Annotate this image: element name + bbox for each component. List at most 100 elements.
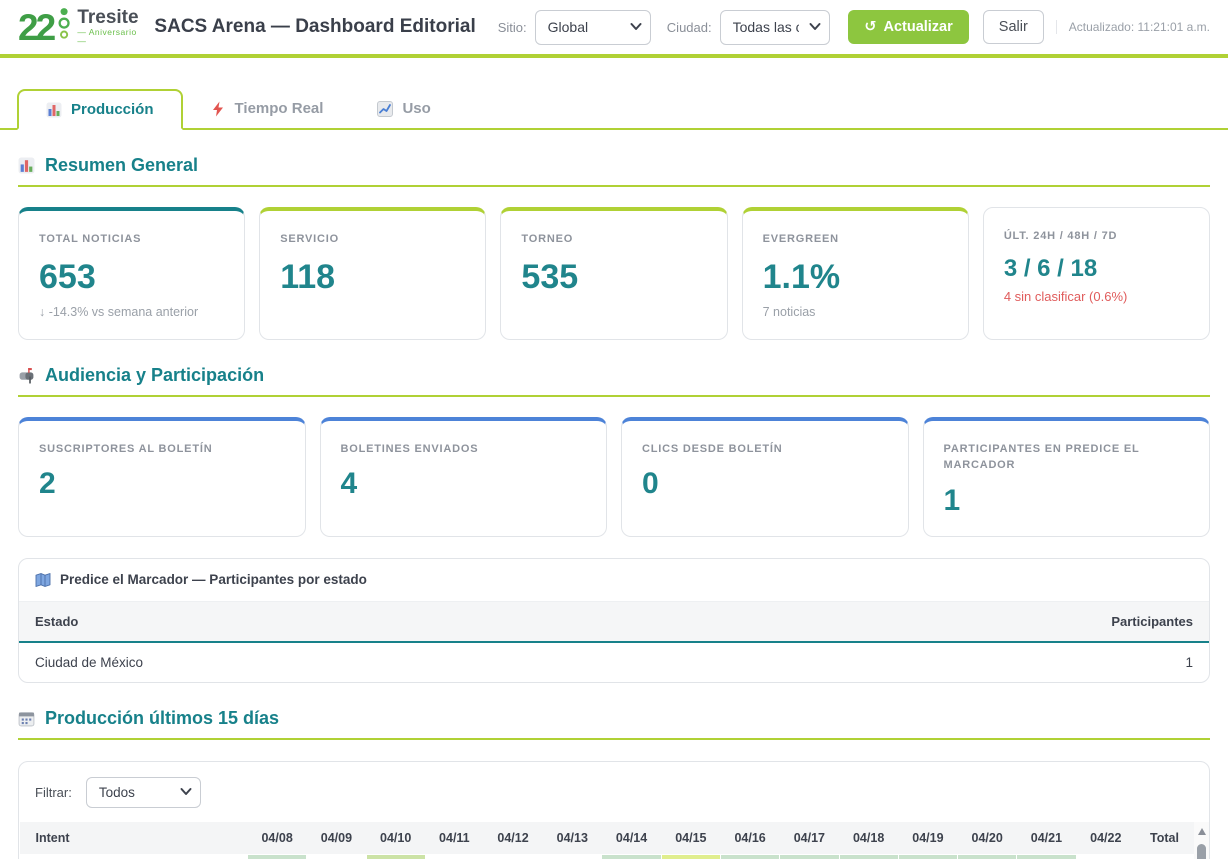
tab-produccion-label: Producción [71,101,154,118]
date-col-header: 04/12 [483,822,542,855]
tab-produccion[interactable]: Producción [17,89,183,130]
bar-chart-icon [18,157,35,174]
line-chart-icon [377,101,393,117]
predictor-table-title-row: Predice el Marcador — Participantes por … [19,559,1209,602]
main-content: Resumen General TOTAL NOTICIAS 653 ↓ -14… [0,155,1228,859]
kpi-label: TORNEO [521,231,706,248]
tab-tiempo-real[interactable]: Tiempo Real [183,89,351,128]
scrollbar-thumb[interactable] [1197,844,1206,859]
site-label: Sitio: [498,20,527,35]
kpi-value: 3 / 6 / 18 [1004,257,1189,281]
row-value-cell: 1 [839,854,898,859]
production-table-head-row: Intent 04/0804/0904/1004/1104/1204/1304/… [20,822,1194,855]
kpi-label: TOTAL NOTICIAS [39,231,224,248]
audience-card-participantes: PARTICIPANTES EN PREDICE EL MARCADOR 1 [923,417,1211,537]
date-col-header: 04/22 [1076,822,1135,855]
total-col-header: Total [1136,822,1194,855]
row-value-cell: 2 [366,854,425,859]
row-value-cell [1076,854,1135,859]
kpi-label: SUSCRIPTORES AL BOLETÍN [39,441,285,458]
city-label: Ciudad: [667,20,712,35]
production-table-card: Filtrar: Todos Intent 04/0804/0904/1004/… [18,761,1210,859]
date-col-header: 04/10 [366,822,425,855]
audience-card-row: SUSCRIPTORES AL BOLETÍN 2 BOLETINES ENVI… [18,417,1210,537]
scroll-up-arrow-icon[interactable] [1198,828,1206,835]
estado-cell: Ciudad de México [19,642,676,682]
table-scrollbar[interactable] [1194,822,1209,859]
city-select[interactable]: Todas las ciudades [720,10,831,45]
section-produccion-heading: Producción últimos 15 días [18,708,1210,740]
kpi-subtext: ↓ -14.3% vs semana anterior [39,305,224,319]
logout-button[interactable]: Salir [983,10,1044,44]
kpi-value: 0 [642,469,888,499]
app-header: 22 Tresite — Aniversario — SACS Arena — … [0,0,1228,58]
date-col-header: 04/11 [425,822,483,855]
date-col-header: 04/15 [661,822,720,855]
last-updated-text: Actualizado: 11:21:01 a.m. [1056,20,1210,34]
row-value-cell: 1 [720,854,779,859]
refresh-button[interactable]: ↺ Actualizar [848,10,968,44]
row-value-cell: 1 [602,854,661,859]
map-icon [35,572,51,588]
date-col-header: 04/18 [839,822,898,855]
kpi-label: CLICS DESDE BOLETÍN [642,441,888,458]
predictor-table-title: Predice el Marcador — Participantes por … [60,572,367,587]
date-col-header: 04/08 [248,822,307,855]
kpi-card-ultimas: ÚLT. 24H / 48H / 7D 3 / 6 / 18 4 sin cla… [983,207,1210,340]
lightning-bolt-icon [210,101,226,117]
intent-cell: TorCultura y afición [20,854,248,859]
intent-filter-select[interactable]: Todos [86,777,201,808]
row-value-cell [307,854,366,859]
table-row: Ciudad de México 1 [19,642,1209,682]
row-value-cell: 1 [780,854,839,859]
kpi-value: 1.1% [763,260,948,294]
predictor-col-estado: Estado [19,602,676,642]
row-value-cell: 1 [1017,854,1076,859]
date-col-header: 04/17 [780,822,839,855]
audience-card-boletines: BOLETINES ENVIADOS 4 [320,417,608,537]
kpi-value: 535 [521,260,706,294]
brand-logo: 22 Tresite — Aniversario — [18,8,140,46]
row-total-cell: 13 [1136,854,1194,859]
kpi-label: PARTICIPANTES EN PREDICE EL MARCADOR [944,441,1190,474]
section-audiencia-heading: Audiencia y Participación [18,365,1210,397]
production-table-area: Intent 04/0804/0904/1004/1104/1204/1304/… [19,822,1209,859]
tab-uso[interactable]: Uso [350,89,457,128]
filter-label: Filtrar: [35,785,72,800]
kpi-value: 2 [39,469,285,499]
intent-col-header: Intent [20,822,248,855]
row-value-cell: 1 [958,854,1017,859]
logo-number: 22 [18,9,53,46]
date-col-header: 04/21 [1017,822,1076,855]
kpi-value: 1 [944,486,1190,516]
refresh-button-label: Actualizar [883,19,952,35]
audience-card-clics: CLICS DESDE BOLETÍN 0 [621,417,909,537]
logo-dots-icon [57,4,71,44]
page-title: SACS Arena — Dashboard Editorial [154,16,475,38]
logo-brand-text: Tresite [77,8,140,28]
date-col-header: 04/20 [958,822,1017,855]
predictor-table-card: Predice el Marcador — Participantes por … [18,558,1210,683]
kpi-card-servicio: SERVICIO 118 [259,207,486,340]
predictor-col-participantes: Participantes [676,602,1209,642]
audience-card-suscriptores: SUSCRIPTORES AL BOLETÍN 2 [18,417,306,537]
row-value-cell [425,854,483,859]
bar-chart-icon [46,102,62,118]
kpi-label: SERVICIO [280,231,465,248]
kpi-value: 118 [280,260,465,294]
kpi-alert-subtext: 4 sin clasificar (0.6%) [1004,289,1189,304]
kpi-value: 653 [39,260,224,294]
row-value-cell [483,854,542,859]
logo-anniversary-text: — Aniversario — [77,28,140,46]
site-select[interactable]: Global [535,10,651,45]
kpi-subtext: 7 noticias [763,305,948,319]
date-col-header: 04/19 [898,822,957,855]
kpi-label: ÚLT. 24H / 48H / 7D [1004,228,1189,245]
row-value-cell: 1 [248,854,307,859]
kpi-value: 4 [341,469,587,499]
kpi-label: BOLETINES ENVIADOS [341,441,587,458]
kpi-card-evergreen: EVERGREEN 1.1% 7 noticias [742,207,969,340]
tab-uso-label: Uso [402,100,430,117]
section-resumen-heading: Resumen General [18,155,1210,187]
kpi-card-torneo: TORNEO 535 [500,207,727,340]
